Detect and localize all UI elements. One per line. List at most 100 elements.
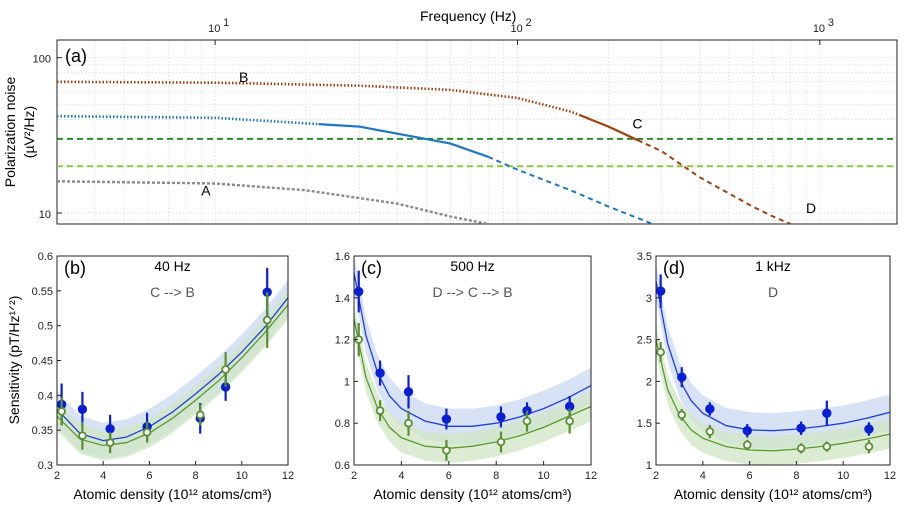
data-point-hollow bbox=[142, 427, 152, 437]
panel-label: (d) bbox=[663, 258, 685, 278]
y-tick-label: 100 bbox=[33, 54, 51, 66]
x-tick-label: 6 bbox=[446, 470, 452, 482]
data-point-hollow bbox=[796, 443, 806, 453]
data-point bbox=[742, 426, 752, 436]
data-point-hollow bbox=[522, 416, 532, 426]
data-point-hollow bbox=[705, 427, 715, 436]
data-point bbox=[796, 423, 806, 433]
panel-frame bbox=[655, 255, 891, 466]
panel-c-plot bbox=[353, 255, 592, 466]
data-point-hollow bbox=[656, 347, 665, 357]
data-point bbox=[705, 404, 715, 414]
annotation-b: B bbox=[239, 69, 248, 85]
data-point bbox=[496, 412, 506, 422]
x-tick-exponent: 1 bbox=[223, 17, 229, 29]
y-tick-label: 3.5 bbox=[637, 251, 652, 263]
x-tick-label: 10 bbox=[236, 470, 248, 482]
y-tick-label: 0.35 bbox=[32, 425, 53, 437]
x-tick-label: 2 bbox=[653, 470, 659, 482]
y-tick-label: 1.2 bbox=[335, 335, 350, 347]
fit-band bbox=[354, 255, 591, 445]
data-point-hollow bbox=[195, 410, 205, 420]
data-point bbox=[677, 372, 687, 382]
y-tick-label: 0.3 bbox=[38, 460, 53, 472]
x-tick-label: 10 bbox=[837, 470, 849, 482]
series-line-dotted bbox=[57, 80, 580, 117]
data-point-hollow bbox=[404, 418, 413, 428]
data-point-hollow bbox=[496, 437, 506, 447]
panel-a-grid bbox=[56, 40, 897, 224]
y-tick-label: 1 bbox=[646, 460, 652, 472]
y-tick-label: 0.55 bbox=[32, 286, 53, 298]
fit-band bbox=[656, 325, 890, 466]
fit-band bbox=[656, 263, 890, 449]
y-tick-label: 0.45 bbox=[32, 356, 53, 368]
x-tick-label: 4 bbox=[100, 470, 106, 482]
data-point bbox=[403, 387, 414, 397]
panel-title: 1 kHz bbox=[755, 258, 791, 274]
y-tick-label: 1.5 bbox=[637, 418, 652, 430]
fit-band bbox=[57, 290, 288, 461]
y-tick-label: 1 bbox=[344, 376, 350, 388]
y-tick-label: 0.4 bbox=[38, 390, 53, 402]
y-tick-label: 2.5 bbox=[637, 335, 652, 347]
y-tick-label: 3 bbox=[646, 293, 652, 305]
data-point-hollow bbox=[375, 406, 385, 415]
x-tick-label: 8 bbox=[493, 470, 499, 482]
data-point-hollow bbox=[262, 315, 272, 325]
data-point bbox=[864, 424, 874, 434]
x-axis-label: Atomic density (10¹² atoms/cm³) bbox=[373, 486, 571, 502]
panel-a-curves bbox=[57, 80, 897, 224]
y-tick-label: 0.6 bbox=[38, 251, 53, 263]
y-tick-label: 0.5 bbox=[38, 321, 53, 333]
x-tick-label: 10 bbox=[813, 23, 825, 35]
series-line-solid bbox=[578, 113, 639, 142]
x-tick-exponent: 3 bbox=[828, 17, 834, 29]
x-tick-label: 2 bbox=[351, 470, 357, 482]
panel-subtitle: D --> C --> B bbox=[432, 284, 512, 300]
panel-b-plot bbox=[56, 255, 289, 466]
x-tick-label: 10 bbox=[537, 470, 549, 482]
series-line-dashed bbox=[487, 155, 654, 224]
data-point-hollow bbox=[105, 438, 115, 448]
y-tick-label: 2 bbox=[646, 376, 652, 388]
panel-title: 40 Hz bbox=[154, 258, 191, 274]
x-tick-label: 6 bbox=[747, 470, 753, 482]
data-point-hollow bbox=[221, 365, 230, 374]
x-tick-exponent: 2 bbox=[525, 17, 531, 29]
series-line-dotted bbox=[57, 114, 319, 126]
x-axis-label: Atomic density (10¹² atoms/cm³) bbox=[73, 486, 271, 502]
data-point-hollow bbox=[742, 440, 752, 450]
data-point bbox=[655, 286, 666, 296]
y-axis-label-sensitivity: Sensitivity (pT/Hz¹ᐟ²) bbox=[6, 296, 22, 425]
panel-subtitle: D bbox=[768, 284, 778, 300]
data-point bbox=[441, 414, 452, 424]
y-tick-label: 0.8 bbox=[335, 418, 350, 430]
data-point-hollow bbox=[565, 416, 574, 426]
panel-a-xlabel: Frequency (Hz) bbox=[420, 8, 516, 24]
series-line-dashed bbox=[637, 139, 791, 224]
series-line-solid bbox=[318, 123, 489, 158]
panel-a-ylabel-unit: (µV²/Hz) bbox=[21, 106, 37, 158]
panel-title: 500 Hz bbox=[450, 258, 494, 274]
panel-a-label: (a) bbox=[65, 46, 87, 66]
x-tick-label: 6 bbox=[146, 470, 152, 482]
x-tick-label: 12 bbox=[884, 470, 896, 482]
x-tick-label: 2 bbox=[54, 470, 60, 482]
fit-line bbox=[56, 297, 289, 442]
x-tick-label: 4 bbox=[700, 470, 706, 482]
annotation-c: C bbox=[632, 116, 642, 132]
x-tick-label: 10 bbox=[208, 23, 220, 35]
data-point bbox=[375, 368, 385, 378]
panel-frame bbox=[353, 255, 592, 466]
x-axis-label: Atomic density (10¹² atoms/cm³) bbox=[674, 486, 872, 502]
panel-subtitle: C --> B bbox=[150, 284, 195, 300]
data-point-hollow bbox=[57, 407, 66, 416]
data-point-hollow bbox=[864, 442, 874, 451]
panel-a-frame bbox=[56, 39, 898, 225]
series-line-dashdot bbox=[57, 180, 489, 224]
panel-label: (c) bbox=[361, 258, 382, 278]
fit-line bbox=[56, 304, 289, 447]
x-tick-label: 12 bbox=[585, 470, 597, 482]
